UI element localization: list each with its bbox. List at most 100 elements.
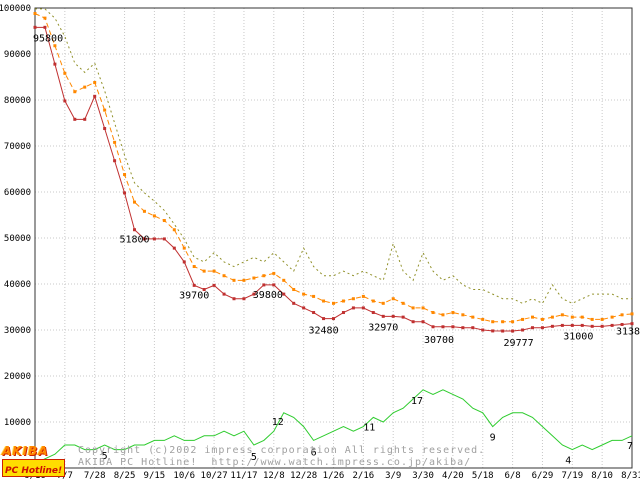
series-average-price-marker <box>172 228 176 232</box>
series-average-price-marker <box>332 301 335 305</box>
data-label-4: 4 <box>565 456 571 467</box>
y-axis-tick-label: 30000 <box>4 326 31 336</box>
series-lowest-price-marker <box>232 297 236 301</box>
series-average-price-marker <box>620 313 624 317</box>
data-label-5: 5 <box>102 451 108 462</box>
series-average-price-marker <box>371 299 375 303</box>
series-average-price-marker <box>43 16 47 20</box>
series-lowest-price-marker <box>421 320 425 324</box>
series-lowest-price-marker <box>431 325 435 329</box>
series-average-price-marker <box>103 108 107 112</box>
series-average-price-marker <box>610 315 614 319</box>
series-lowest-price-marker <box>341 311 345 315</box>
series-lowest-price-marker <box>133 228 136 232</box>
series-lowest-price-marker <box>501 329 505 333</box>
series-average-price-marker <box>123 173 127 177</box>
x-axis-tick-label: 12/28 <box>290 471 317 480</box>
x-axis-tick-label: 3/9 <box>385 471 401 480</box>
data-label-39800: 39800 <box>253 290 283 301</box>
series-lowest-price-marker <box>391 314 395 318</box>
x-axis-tick-label: 7/28 <box>84 471 106 480</box>
x-axis-tick-label: 8/31 <box>621 471 640 480</box>
plot-border <box>34 7 633 469</box>
series-lowest-price-marker <box>531 326 534 330</box>
series-lowest-price-marker <box>123 191 127 195</box>
series-average-price-marker <box>550 315 554 319</box>
series-lowest-price-marker <box>282 292 286 296</box>
y-axis-tick-label: 70000 <box>4 142 31 152</box>
series-lowest-price-marker <box>351 306 355 310</box>
series-lowest-price-marker <box>590 324 594 328</box>
series-lowest-price-marker <box>312 311 316 315</box>
x-axis-tick-label: 12/8 <box>263 471 285 480</box>
series-lowest-price-marker <box>93 94 97 98</box>
series-average-price-marker <box>133 200 136 204</box>
series-lowest-price-marker <box>172 246 176 250</box>
series-average-price-marker <box>501 320 505 324</box>
series-lowest-price-marker <box>73 117 77 121</box>
series-average-price-marker <box>590 317 594 321</box>
series-lowest-price-marker <box>202 288 206 292</box>
data-label-30700: 30700 <box>424 335 454 346</box>
series-lowest-price-marker <box>192 283 196 287</box>
series-lowest-price-marker <box>550 324 554 328</box>
copyright-line-1: Copyright (c)2002 impress corporation Al… <box>78 445 486 456</box>
series-average-price-marker <box>192 265 196 269</box>
series-lowest-price-marker <box>371 311 375 315</box>
series-average-price-marker <box>431 311 435 315</box>
series-lowest-price-marker <box>222 292 226 296</box>
series-lowest-price-marker <box>570 323 574 327</box>
series-average-price-marker <box>182 246 186 250</box>
data-label-11: 11 <box>363 422 375 433</box>
data-label-31000: 31000 <box>563 331 593 342</box>
series-lowest-price-marker <box>182 260 186 264</box>
logo-pc-hotline-badge: PC Hotline! <box>2 459 66 477</box>
series-average-price-marker <box>63 71 67 75</box>
series-lowest-price-marker <box>540 326 544 330</box>
series-lowest-price-marker <box>361 306 365 310</box>
series-lowest-price-marker <box>103 127 107 131</box>
series-average-price-marker <box>560 313 564 317</box>
series-lowest-price-marker <box>401 315 405 319</box>
series-lowest-price-marker <box>292 301 296 305</box>
y-axis-tick-label: 60000 <box>4 188 31 198</box>
data-label-12: 12 <box>272 417 284 428</box>
data-label-7: 7 <box>627 441 633 452</box>
series-average-price-marker <box>162 219 166 223</box>
series-average-price-marker <box>252 276 256 280</box>
series-lowest-price-marker <box>332 317 335 321</box>
series-average-price-marker <box>282 278 286 282</box>
x-axis-tick-label: 1/26 <box>323 471 345 480</box>
series-average-price-marker <box>351 297 355 301</box>
data-label-32480: 32480 <box>308 326 338 337</box>
series-lowest-price-marker <box>630 322 634 326</box>
series-average-price-marker <box>83 85 87 89</box>
x-axis-tick-label: 6/29 <box>532 471 554 480</box>
series-lowest-price-marker <box>272 283 276 287</box>
x-axis-tick-label: 10/6 <box>173 471 195 480</box>
series-lowest-price-marker <box>620 322 624 326</box>
series-average-price-marker <box>262 274 266 278</box>
series-average-price-marker <box>391 297 395 301</box>
series-lowest-price-marker <box>242 297 246 301</box>
x-axis-tick-label: 11/17 <box>230 471 257 480</box>
series-lowest-price-marker <box>43 25 47 29</box>
series-average-price-marker <box>471 315 475 319</box>
data-label-9: 9 <box>490 433 496 444</box>
series-lowest-price-marker <box>33 25 37 29</box>
series-lowest-price-marker <box>610 323 614 327</box>
akiba-pc-hotline-logo: AKIBA PC Hotline! <box>2 444 78 477</box>
data-label-51800: 51800 <box>119 235 149 246</box>
x-axis-tick-label: 3/30 <box>412 471 434 480</box>
series-average-price-marker <box>441 313 445 317</box>
y-axis-tick-label: 20000 <box>4 372 31 382</box>
data-label-95800: 95800 <box>33 33 63 44</box>
data-label-29777: 29777 <box>504 338 534 349</box>
series-lowest-price-marker <box>302 306 306 310</box>
series-average-price-marker <box>142 209 146 213</box>
series-average-price-marker <box>322 299 326 303</box>
series-average-price-marker <box>491 320 495 324</box>
y-axis-tick-label: 40000 <box>4 280 31 290</box>
x-axis-tick-label: 7/19 <box>561 471 583 480</box>
